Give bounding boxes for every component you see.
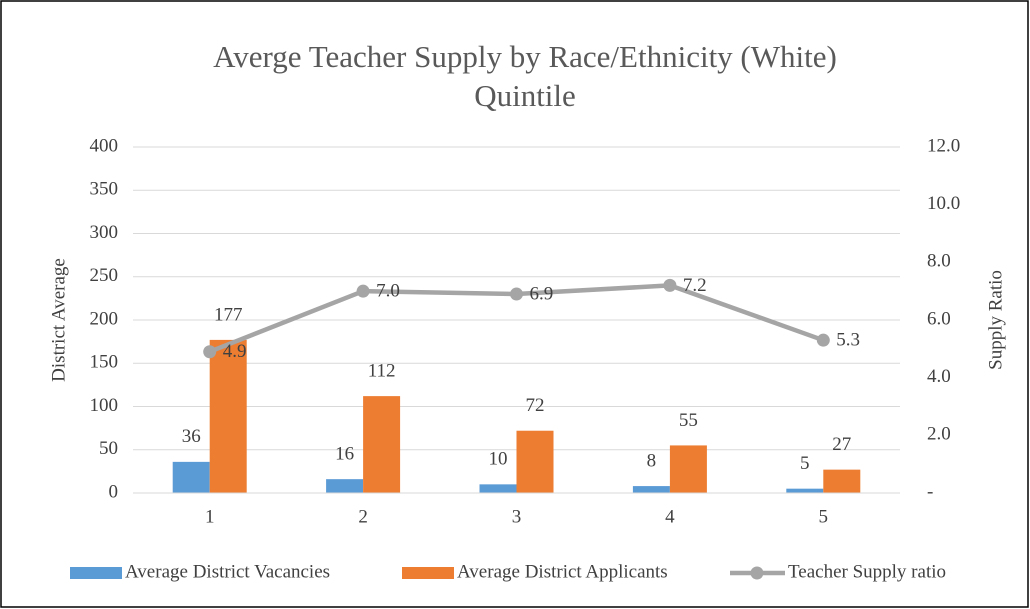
y-tick-label: 300 bbox=[90, 222, 119, 243]
data-label: 4.9 bbox=[223, 341, 247, 362]
y-tick-label: 400 bbox=[90, 135, 119, 156]
data-label: 36 bbox=[182, 426, 201, 447]
line-marker bbox=[356, 284, 370, 298]
data-label: 72 bbox=[526, 395, 545, 416]
y-tick-label: 200 bbox=[90, 308, 119, 329]
x-tick-label: 1 bbox=[205, 506, 215, 527]
data-label: 27 bbox=[832, 434, 851, 455]
legend-label: Teacher Supply ratio bbox=[788, 561, 946, 582]
legend-swatch bbox=[70, 567, 122, 579]
bar bbox=[823, 469, 861, 493]
y2-tick-label: 2.0 bbox=[927, 424, 951, 445]
y2-tick-label: 12.0 bbox=[927, 135, 960, 156]
y2-tick-label: - bbox=[927, 481, 933, 502]
data-label: 8 bbox=[647, 450, 657, 471]
data-label: 7.0 bbox=[376, 281, 400, 302]
y-tick-label: 350 bbox=[90, 179, 119, 200]
x-tick-label: 4 bbox=[665, 506, 675, 527]
bar bbox=[479, 484, 517, 493]
y2-axis-label: Supply Ratio bbox=[985, 270, 1006, 370]
line-marker bbox=[510, 287, 523, 301]
data-label: 7.2 bbox=[683, 275, 707, 296]
legend-label: Average District Applicants bbox=[457, 561, 668, 582]
y-tick-label: 0 bbox=[109, 481, 119, 502]
data-label: 5.3 bbox=[836, 330, 860, 351]
y2-tick-label: 8.0 bbox=[927, 251, 951, 272]
bar bbox=[669, 445, 707, 493]
bar bbox=[516, 430, 554, 493]
x-tick-label: 5 bbox=[819, 506, 829, 527]
bar bbox=[172, 461, 210, 493]
legend-swatch bbox=[750, 566, 764, 580]
bar bbox=[363, 396, 401, 493]
y-tick-label: 100 bbox=[90, 395, 119, 416]
x-tick-label: 3 bbox=[512, 506, 522, 527]
data-label: 112 bbox=[368, 360, 396, 381]
line-marker bbox=[663, 278, 677, 292]
data-label: 6.9 bbox=[530, 283, 554, 304]
data-label: 5 bbox=[800, 453, 810, 474]
x-tick-label: 2 bbox=[358, 506, 368, 527]
data-label: 177 bbox=[214, 304, 243, 325]
y-axis-label: District Average bbox=[48, 258, 69, 382]
chart-title: Averge Teacher Supply by Race/Ethnicity … bbox=[213, 39, 837, 74]
y2-tick-label: 10.0 bbox=[927, 193, 960, 214]
chart-title: Quintile bbox=[474, 78, 576, 113]
bar bbox=[632, 486, 670, 493]
legend-label: Average District Vacancies bbox=[125, 561, 330, 582]
bar bbox=[326, 479, 364, 493]
data-label: 16 bbox=[335, 444, 354, 465]
data-label: 10 bbox=[489, 449, 508, 470]
y2-tick-label: 6.0 bbox=[927, 308, 951, 329]
legend-swatch bbox=[402, 567, 454, 579]
line-marker bbox=[816, 333, 830, 347]
bar bbox=[209, 339, 247, 493]
bar bbox=[786, 488, 824, 493]
line-marker bbox=[203, 345, 217, 359]
y-tick-label: 150 bbox=[90, 352, 119, 373]
y-tick-label: 50 bbox=[99, 438, 118, 459]
y2-tick-label: 4.0 bbox=[927, 366, 951, 387]
y-tick-label: 250 bbox=[90, 265, 119, 286]
data-label: 55 bbox=[679, 410, 698, 431]
